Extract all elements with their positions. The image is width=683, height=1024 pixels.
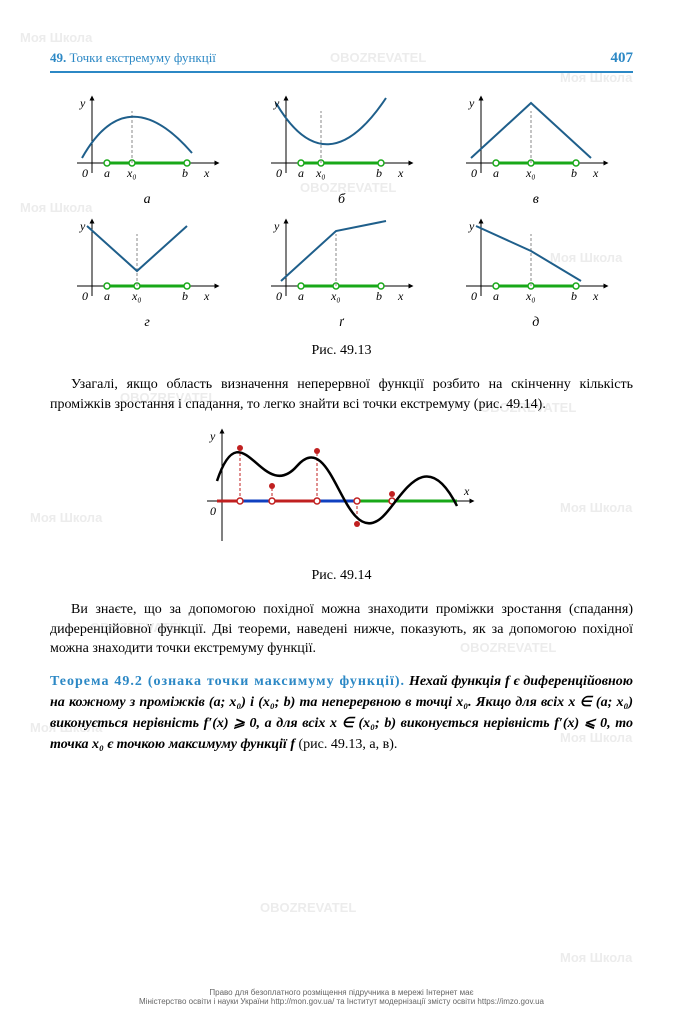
watermark: Моя Школа bbox=[560, 950, 632, 965]
svg-text:b: b bbox=[182, 166, 188, 180]
svg-text:y: y bbox=[273, 96, 280, 110]
page-number: 407 bbox=[611, 50, 634, 67]
graph-label: в bbox=[461, 192, 611, 208]
svg-text:а: а bbox=[104, 289, 110, 303]
svg-text:а: а bbox=[493, 289, 499, 303]
paragraph-2: Ви знаєте, що за допомогою похідної можн… bbox=[50, 600, 633, 659]
small-graph-г: 0 а x₀ b x y г bbox=[72, 216, 222, 331]
svg-text:y: y bbox=[209, 429, 216, 443]
graphs-row-2: 0 а x₀ b x y г 0 а x₀ b x y ґ bbox=[50, 216, 633, 331]
page-footer: Право для безоплатного розміщення підруч… bbox=[0, 988, 683, 1006]
svg-text:x: x bbox=[463, 484, 470, 498]
small-graph-б: 0 а x₀ b x y б bbox=[266, 93, 416, 208]
svg-text:b: b bbox=[182, 289, 188, 303]
svg-text:0: 0 bbox=[210, 504, 216, 518]
svg-text:b: b bbox=[571, 166, 577, 180]
svg-text:y: y bbox=[468, 219, 475, 233]
svg-text:x₀: x₀ bbox=[525, 166, 536, 180]
graph-label: а bbox=[72, 192, 222, 208]
svg-text:b: b bbox=[571, 289, 577, 303]
section-title-text: Точки екстремуму функції bbox=[70, 50, 216, 65]
theorem-title: Теорема 49.2 (ознака точки максимуму фун… bbox=[50, 674, 405, 689]
svg-text:x₀: x₀ bbox=[330, 289, 341, 303]
svg-text:а: а bbox=[493, 166, 499, 180]
figure-49-14: 0 y x bbox=[50, 426, 633, 556]
svg-text:x: x bbox=[397, 166, 404, 180]
svg-text:а: а bbox=[298, 166, 304, 180]
small-graph-д: 0 а x₀ b x y д bbox=[461, 216, 611, 331]
svg-text:0: 0 bbox=[82, 166, 88, 180]
svg-text:0: 0 bbox=[471, 289, 477, 303]
watermark: OBOZREVATEL bbox=[260, 900, 356, 915]
graph-label: ґ bbox=[266, 315, 416, 331]
section-number: 49. bbox=[50, 50, 66, 65]
footer-line-1: Право для безоплатного розміщення підруч… bbox=[0, 988, 683, 997]
footer-line-2: Міністерство освіти і науки України http… bbox=[0, 997, 683, 1006]
svg-text:0: 0 bbox=[82, 289, 88, 303]
svg-text:y: y bbox=[79, 96, 86, 110]
svg-text:x: x bbox=[592, 289, 599, 303]
graphs-row-1: 0 а x₀ b x y а 0 а x₀ b x y б bbox=[50, 93, 633, 208]
svg-text:x₀: x₀ bbox=[525, 289, 536, 303]
theorem-49-2: Теорема 49.2 (ознака точки максимуму фун… bbox=[50, 671, 633, 755]
svg-text:x: x bbox=[592, 166, 599, 180]
svg-text:0: 0 bbox=[276, 166, 282, 180]
page-content: 49. Точки екстремуму функції 407 0 а x₀ … bbox=[0, 0, 683, 775]
graph-label: д bbox=[461, 315, 611, 331]
svg-text:x: x bbox=[397, 289, 404, 303]
svg-text:b: b bbox=[376, 166, 382, 180]
svg-text:b: b bbox=[376, 289, 382, 303]
svg-text:0: 0 bbox=[471, 166, 477, 180]
svg-text:x₀: x₀ bbox=[315, 166, 326, 180]
graph-label: б bbox=[266, 192, 416, 208]
small-graph-ґ: 0 а x₀ b x y ґ bbox=[266, 216, 416, 331]
svg-text:y: y bbox=[79, 219, 86, 233]
svg-text:y: y bbox=[468, 96, 475, 110]
figure-caption-1: Рис. 49.13 bbox=[50, 343, 633, 359]
svg-text:а: а bbox=[104, 166, 110, 180]
figure-caption-2: Рис. 49.14 bbox=[50, 568, 633, 584]
section-title: 49. Точки екстремуму функції bbox=[50, 50, 216, 66]
svg-text:y: y bbox=[273, 219, 280, 233]
svg-text:0: 0 bbox=[276, 289, 282, 303]
big-graph-svg: 0 y x bbox=[202, 426, 482, 556]
page-header: 49. Точки екстремуму функції 407 bbox=[50, 50, 633, 73]
theorem-ref: (рис. 49.13, а, в). bbox=[299, 737, 398, 752]
paragraph-1: Узагалі, якщо область визначення неперер… bbox=[50, 375, 633, 414]
svg-text:x: x bbox=[203, 166, 210, 180]
small-graph-в: 0 а x₀ b x y в bbox=[461, 93, 611, 208]
svg-text:x: x bbox=[203, 289, 210, 303]
svg-text:x₀: x₀ bbox=[126, 166, 137, 180]
svg-text:а: а bbox=[298, 289, 304, 303]
svg-text:x₀: x₀ bbox=[131, 289, 142, 303]
small-graph-а: 0 а x₀ b x y а bbox=[72, 93, 222, 208]
graph-label: г bbox=[72, 315, 222, 331]
